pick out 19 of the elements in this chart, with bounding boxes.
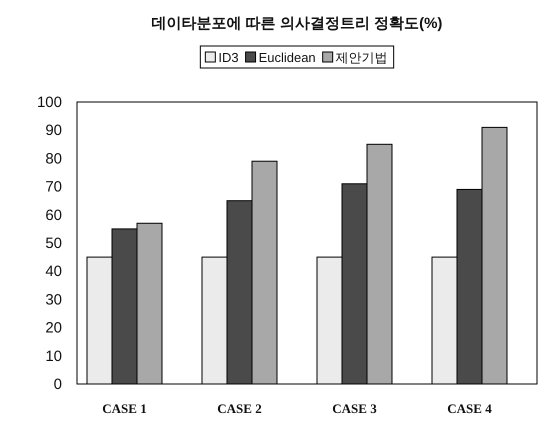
- chart-title: 데이타분포에 따른 의사결정트리 정확도(%): [152, 15, 442, 32]
- x-tick-label: CASE 3: [332, 401, 378, 416]
- y-tick-label: 40: [45, 263, 62, 280]
- y-tick-label: 80: [45, 150, 62, 168]
- legend-label: ID3: [218, 50, 239, 65]
- y-tick-label: 50: [45, 235, 62, 252]
- legend-label: 제안기법: [336, 50, 388, 65]
- y-tick-label: 30: [45, 291, 62, 308]
- x-tick-label: CASE 1: [102, 401, 147, 416]
- y-tick-label: 60: [45, 206, 62, 224]
- legend-label: Euclidean: [258, 50, 316, 65]
- y-tick-label: 0: [54, 376, 62, 393]
- y-tick-label: 100: [36, 94, 62, 111]
- y-tick-label: 90: [45, 122, 62, 140]
- y-tick-label: 70: [45, 178, 62, 196]
- y-tick-label: 10: [45, 348, 62, 365]
- x-tick-label: CASE 4: [447, 401, 492, 416]
- x-tick-label: CASE 2: [217, 401, 262, 416]
- y-tick-label: 20: [45, 320, 62, 337]
